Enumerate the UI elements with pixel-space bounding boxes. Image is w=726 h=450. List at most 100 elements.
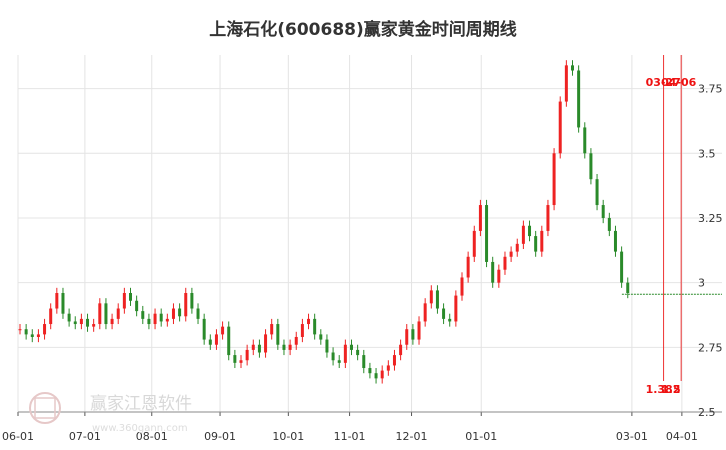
candle-body <box>61 293 65 314</box>
candle-body <box>227 326 231 356</box>
candles <box>18 60 722 384</box>
candle-body <box>79 318 83 325</box>
candle-body <box>442 308 446 319</box>
candle-body <box>184 293 188 317</box>
candle-body <box>386 365 390 371</box>
candle-body <box>613 230 617 252</box>
candle-body <box>423 303 427 322</box>
candle-body <box>601 205 605 218</box>
candle-body <box>49 308 53 325</box>
candle-body <box>122 293 126 309</box>
y-tick-labels: 2.5 2.75 3 3.25 3.5 3.75 <box>698 83 723 419</box>
candle-body <box>405 329 409 345</box>
candle-body <box>43 324 47 335</box>
x-tick-label: 11-01 <box>334 430 366 443</box>
candle-body <box>564 65 568 102</box>
candle-body <box>202 318 206 340</box>
candle-body <box>380 370 384 379</box>
candle-body <box>491 261 495 283</box>
candle-body <box>570 65 574 71</box>
candle-body <box>429 290 433 304</box>
candle-body <box>208 339 212 345</box>
x-tick-label: 07-01 <box>69 430 101 443</box>
cycle-ratio-label: 1.5 <box>661 383 681 396</box>
candle-body <box>356 349 360 356</box>
candle-body <box>540 230 544 252</box>
candle-body <box>307 318 311 325</box>
candle-body <box>448 318 452 322</box>
candle-body <box>534 236 538 252</box>
candle-body <box>331 352 335 361</box>
candle-body <box>196 308 200 319</box>
candle-body <box>104 303 108 325</box>
candle-body <box>128 293 132 301</box>
candle-body <box>374 373 378 379</box>
y-tick-label: 3.75 <box>698 83 723 96</box>
candle-body <box>153 313 157 325</box>
y-tick-label: 2.5 <box>698 406 716 419</box>
candle-body <box>478 205 482 231</box>
y-tick-label: 3 <box>698 277 705 290</box>
x-tick-labels: 06-01 07-01 08-01 09-01 10-01 11-01 12-01 01-01… <box>2 430 698 443</box>
candle-body <box>472 230 476 257</box>
watermark-url: www.360gann.com <box>92 423 188 434</box>
candle-body <box>270 324 274 335</box>
candle-body <box>300 324 304 337</box>
x-tick-label: 08-01 <box>136 430 168 443</box>
candle-body <box>264 334 268 353</box>
candle-body <box>546 205 550 231</box>
candle-body <box>67 313 71 322</box>
candle-body <box>368 368 372 374</box>
x-tick-label: 04-01 <box>666 430 698 443</box>
candle-body <box>135 300 139 312</box>
candle-body <box>485 205 489 262</box>
x-tick-label: 09-01 <box>204 430 236 443</box>
candle-body <box>417 321 421 340</box>
candle-body <box>36 334 40 337</box>
candle-body <box>116 308 120 319</box>
cycle-ratio-label: 1.382 <box>646 383 681 396</box>
cycle-date-label: 03-27 <box>646 76 681 89</box>
candle-body <box>257 344 261 353</box>
candle-body <box>190 293 194 309</box>
candle-body <box>558 101 562 154</box>
candle-body <box>411 329 415 340</box>
candle-body <box>245 349 249 361</box>
x-tick-label: 01-01 <box>465 430 497 443</box>
candle-body <box>214 334 218 345</box>
watermark: 赢家江恩软件 www.360gann.com <box>29 392 192 434</box>
candle-body <box>607 217 611 231</box>
candle-body <box>18 329 22 331</box>
candle-body <box>454 295 458 322</box>
candle-body <box>178 308 182 317</box>
candle-body <box>55 293 59 309</box>
candle-body <box>399 344 403 356</box>
cycle-lines: 03-27 1.382 04-06 1.5 <box>646 55 697 396</box>
candle-body <box>165 318 169 322</box>
candle-body <box>325 339 329 353</box>
candle-body <box>288 344 292 350</box>
candle-body <box>221 326 225 335</box>
candle-body <box>319 334 323 340</box>
candle-body <box>552 153 556 206</box>
candle-body <box>577 70 581 128</box>
candle-body <box>349 344 353 350</box>
candle-body <box>337 360 341 363</box>
candle-body <box>86 318 90 327</box>
candle-body <box>159 313 163 322</box>
y-tick-label: 3.25 <box>698 212 723 225</box>
candle-body <box>515 243 519 252</box>
candle-body <box>294 336 298 345</box>
candle-body <box>528 225 532 237</box>
candle-body <box>595 179 599 206</box>
candle-body <box>343 344 347 363</box>
candle-body <box>98 303 102 325</box>
candle-body <box>313 318 317 335</box>
candle-body <box>521 225 525 244</box>
x-tick-label: 10-01 <box>272 430 304 443</box>
x-tick-label: 12-01 <box>396 430 428 443</box>
grid-lines <box>17 55 722 416</box>
candle-body <box>233 355 237 363</box>
candle-body <box>362 355 366 369</box>
